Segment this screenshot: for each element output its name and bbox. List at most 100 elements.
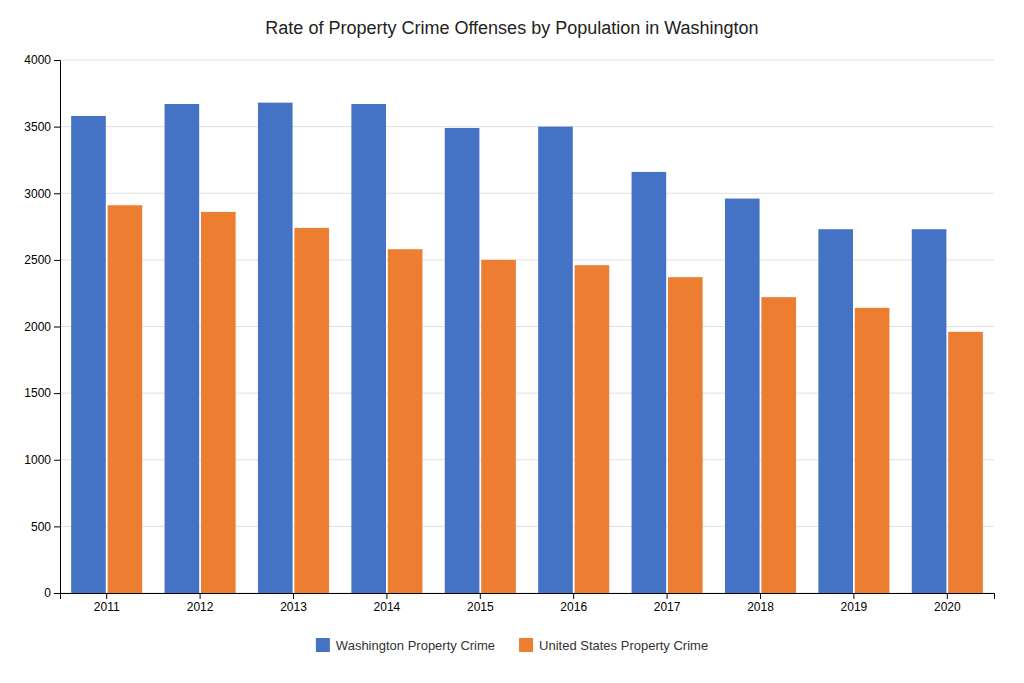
bar xyxy=(258,103,293,593)
y-tick: 4000 xyxy=(24,53,60,67)
plot: 2011 2012 2013 2014 2015 2016 2017 2018 2019 2020… xyxy=(24,53,994,613)
bar xyxy=(71,116,106,593)
y-tick-mark xyxy=(54,60,60,61)
x-tick-mark xyxy=(573,593,574,599)
bar xyxy=(538,127,573,593)
legend-label: United States Property Crime xyxy=(539,638,708,653)
y-tick-label: 4000 xyxy=(24,53,51,67)
bar xyxy=(948,332,983,593)
y-axis: 0 500 1000 1500 2000 2500 3000 3500 4000 xyxy=(24,53,60,600)
x-tick: 2011 xyxy=(94,593,120,614)
x-tick-label: 2013 xyxy=(280,600,307,614)
y-tick-mark xyxy=(54,460,60,461)
y-tick-label: 500 xyxy=(31,520,51,534)
y-tick-mark xyxy=(54,127,60,128)
grid-line xyxy=(60,259,994,260)
y-tick-label: 2500 xyxy=(24,253,51,267)
x-tick: 2019 xyxy=(841,593,868,614)
y-tick-label: 0 xyxy=(44,586,51,600)
x-tick-mark xyxy=(853,593,854,599)
grid-line xyxy=(60,193,994,194)
bar xyxy=(388,249,423,593)
x-tick-label: 2018 xyxy=(747,600,774,614)
bar xyxy=(445,128,480,593)
chart: 2011 2012 2013 2014 2015 2016 2017 2018 2019 2020… xyxy=(0,0,1024,683)
y-tick-label: 1000 xyxy=(24,453,51,467)
x-tick-mark xyxy=(386,593,387,599)
grid-line xyxy=(60,60,994,61)
y-tick: 0 xyxy=(44,586,60,600)
x-tick-mark xyxy=(760,593,761,599)
bar xyxy=(761,297,796,593)
x-tick-mark xyxy=(293,593,294,599)
y-tick-mark xyxy=(54,260,60,261)
bar xyxy=(575,265,610,593)
legend-item: United States Property Crime xyxy=(519,638,708,653)
x-tick-label: 2020 xyxy=(934,600,961,614)
legend: Washington Property Crime United States P… xyxy=(316,638,708,653)
bar xyxy=(632,172,667,593)
y-tick: 2000 xyxy=(24,320,60,334)
y-tick-label: 2000 xyxy=(24,320,51,334)
y-tick: 3500 xyxy=(24,120,60,134)
y-tick-mark xyxy=(54,593,60,594)
legend-swatch xyxy=(316,638,330,652)
bar-series xyxy=(108,205,983,593)
x-tick-mark xyxy=(200,593,201,599)
x-tick-mark xyxy=(947,593,948,599)
x-tick-label: 2017 xyxy=(654,600,681,614)
bar xyxy=(912,229,947,593)
x-tick-mark xyxy=(106,593,107,599)
y-tick-mark xyxy=(54,393,60,394)
bar-series xyxy=(71,103,946,593)
x-tick: 2014 xyxy=(374,593,401,614)
x-tick: 2013 xyxy=(280,593,307,614)
grid-line xyxy=(60,126,994,127)
x-tick: 2016 xyxy=(560,593,587,614)
y-tick: 2500 xyxy=(24,253,60,267)
bar xyxy=(201,212,236,593)
title: Rate of Property Crime Offenses by Popul… xyxy=(265,18,758,38)
y-tick-label: 3000 xyxy=(24,187,51,201)
x-tick: 2017 xyxy=(654,593,681,614)
x-tick-label: 2011 xyxy=(94,600,120,614)
y-tick: 500 xyxy=(31,520,60,534)
x-tick-label: 2014 xyxy=(374,600,401,614)
y-tick-mark xyxy=(54,327,60,328)
grid-line xyxy=(60,459,994,460)
y-axis-line xyxy=(54,61,61,594)
bar xyxy=(294,228,329,593)
x-axis-line xyxy=(61,594,995,600)
grid-line xyxy=(60,326,994,327)
y-tick: 3000 xyxy=(24,187,60,201)
x-tick-mark xyxy=(667,593,668,599)
bars xyxy=(71,103,983,593)
x-tick: 2015 xyxy=(467,593,494,614)
x-tick: 2018 xyxy=(747,593,774,614)
y-tick-label: 3500 xyxy=(24,120,51,134)
y-tick-label: 1500 xyxy=(24,386,51,400)
y-tick: 1500 xyxy=(24,386,60,400)
x-tick: 2012 xyxy=(187,593,214,614)
y-tick-mark xyxy=(54,526,60,527)
y-tick-mark xyxy=(54,193,60,194)
grid-line xyxy=(60,393,994,394)
x-tick-label: 2016 xyxy=(560,600,587,614)
bar xyxy=(165,104,200,593)
bar xyxy=(668,277,703,593)
grid xyxy=(60,60,994,593)
grid-line xyxy=(60,526,994,527)
x-tick: 2020 xyxy=(934,593,961,614)
bar xyxy=(818,229,853,593)
x-axis: 2011 2012 2013 2014 2015 2016 2017 2018 2019 2020 xyxy=(61,593,995,614)
bar xyxy=(481,260,516,593)
legend-item: Washington Property Crime xyxy=(316,638,495,653)
bar xyxy=(351,104,386,593)
legend-swatch xyxy=(519,638,533,652)
legend-label: Washington Property Crime xyxy=(336,638,495,653)
bar xyxy=(855,308,890,593)
x-tick-label: 2019 xyxy=(841,600,868,614)
bar xyxy=(725,199,760,593)
y-tick: 1000 xyxy=(24,453,60,467)
x-tick-label: 2015 xyxy=(467,600,494,614)
